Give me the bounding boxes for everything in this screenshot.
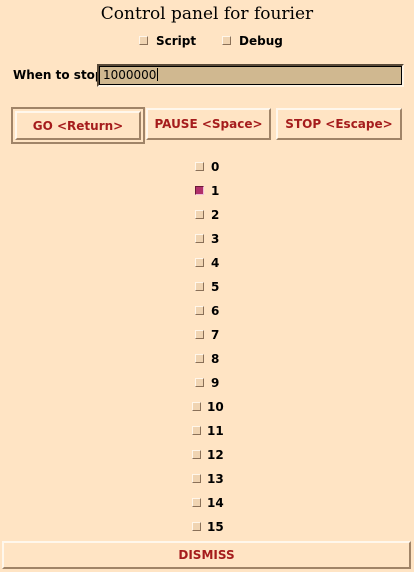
- item-checkbox-indicator[interactable]: [192, 402, 201, 411]
- debug-checkbox-label[interactable]: Debug: [239, 34, 283, 48]
- item-checkbox-label[interactable]: 6: [211, 304, 220, 318]
- item-checkbox-indicator[interactable]: [195, 210, 204, 219]
- item-checkbox-indicator[interactable]: [195, 258, 204, 267]
- item-checkbox-indicator[interactable]: [195, 186, 204, 195]
- item-checkbox-label[interactable]: 14: [207, 496, 224, 510]
- item-checkbox-label[interactable]: 8: [211, 352, 220, 366]
- item-checkbox-label[interactable]: 12: [207, 448, 224, 462]
- text-cursor: [157, 68, 159, 81]
- item-checkbox-label[interactable]: 0: [211, 160, 220, 174]
- stop-button[interactable]: STOP <Escape>: [276, 108, 402, 140]
- when-to-stop-label: When to stop:: [13, 68, 109, 82]
- item-checkbox-indicator[interactable]: [192, 474, 201, 483]
- item-checkbox-indicator[interactable]: [195, 330, 204, 339]
- item-checkbox-indicator[interactable]: [195, 282, 204, 291]
- item-checkbox-indicator[interactable]: [195, 234, 204, 243]
- item-checkbox-label[interactable]: 13: [207, 472, 224, 486]
- item-checkbox-label[interactable]: 3: [211, 232, 220, 246]
- item-checkbox-indicator[interactable]: [192, 450, 201, 459]
- item-checkbox-indicator[interactable]: [195, 354, 204, 363]
- script-checkbox-indicator[interactable]: [139, 36, 148, 45]
- item-checkbox-label[interactable]: 5: [211, 280, 220, 294]
- pause-button[interactable]: PAUSE <Space>: [146, 108, 271, 140]
- item-checkbox-label[interactable]: 7: [211, 328, 220, 342]
- window-title: Control panel for fourier: [100, 4, 314, 24]
- script-checkbox-label[interactable]: Script: [156, 34, 197, 48]
- item-checkbox-label[interactable]: 4: [211, 256, 220, 270]
- item-checkbox-label[interactable]: 10: [207, 400, 224, 414]
- item-checkbox-label[interactable]: 11: [207, 424, 224, 438]
- item-checkbox-label[interactable]: 2: [211, 208, 220, 222]
- item-checkbox-indicator[interactable]: [195, 378, 204, 387]
- debug-checkbox-indicator[interactable]: [222, 36, 231, 45]
- item-checkbox-indicator[interactable]: [192, 426, 201, 435]
- item-checkbox-indicator[interactable]: [195, 306, 204, 315]
- when-to-stop-value: 1000000: [103, 68, 157, 82]
- item-checkbox-indicator[interactable]: [192, 498, 201, 507]
- dismiss-button[interactable]: DISMISS: [2, 541, 411, 569]
- item-checkbox-label[interactable]: 15: [207, 520, 224, 534]
- when-to-stop-input[interactable]: 1000000: [97, 64, 404, 87]
- item-checkbox-indicator[interactable]: [195, 162, 204, 171]
- go-button[interactable]: GO <Return>: [11, 107, 145, 144]
- item-checkbox-indicator[interactable]: [192, 522, 201, 531]
- item-checkbox-label[interactable]: 1: [211, 184, 220, 198]
- item-checkbox-label[interactable]: 9: [211, 376, 220, 390]
